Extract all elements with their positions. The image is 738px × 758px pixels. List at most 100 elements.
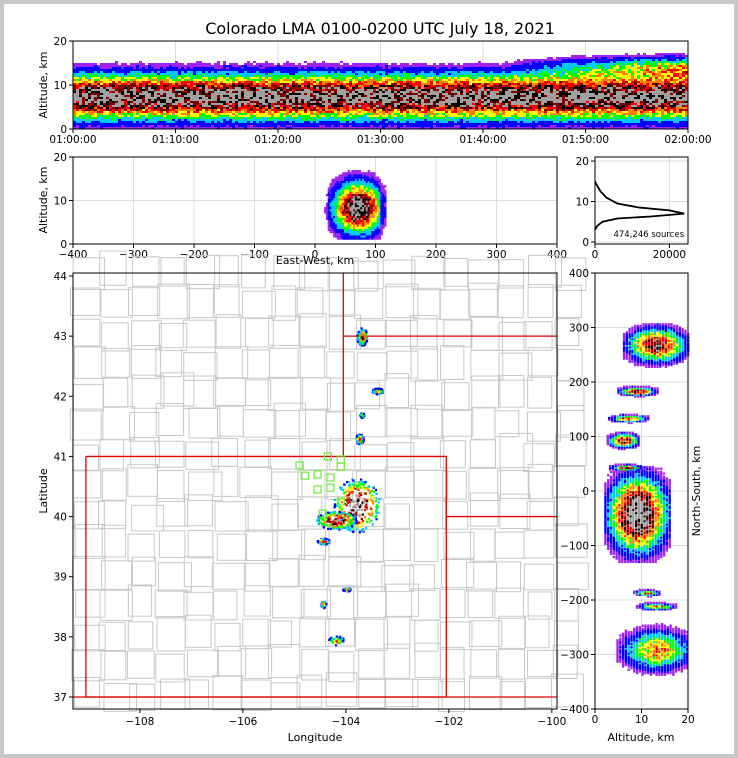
time-density-cell [370,63,373,65]
time-density-cell [88,65,91,67]
time-density-cell [265,79,268,81]
time-density-cell [133,121,136,123]
time-density-cell [451,89,454,91]
time-density-cell [349,89,352,91]
time-density-cell [295,117,298,119]
time-density-cell [499,107,502,109]
time-density-cell [166,93,169,95]
time-density-cell [181,117,184,119]
time-density-cell [124,63,127,65]
time-density-cell [469,65,472,67]
time-density-cell [220,97,223,99]
time-density-cell [76,75,79,77]
time-density-cell [343,89,346,91]
time-density-cell [253,115,256,117]
time-density-cell [352,91,355,93]
time-density-cell [412,83,415,85]
time-density-cell [193,105,196,107]
time-density-cell [439,81,442,83]
time-density-cell [145,123,148,125]
time-density-cell [253,61,256,63]
time-density-cell [73,99,76,101]
time-density-cell [505,103,508,105]
time-density-cell [364,99,367,101]
time-density-cell [346,81,349,83]
time-density-cell [265,95,268,97]
time-density-cell [427,103,430,105]
time-density-cell [73,71,76,73]
time-density-cell [244,127,247,129]
time-density-cell [223,123,226,125]
time-density-cell [103,105,106,107]
time-density-cell [283,75,286,77]
time-density-cell [109,71,112,73]
time-density-cell [433,87,436,89]
time-density-cell [286,121,289,123]
time-density-cell [238,107,241,109]
time-density-cell [370,85,373,87]
time-density-cell [133,127,136,129]
time-density-cell [94,95,97,97]
time-density-cell [370,91,373,93]
time-density-cell [331,63,334,65]
time-density-cell [457,127,460,129]
time-density-cell [322,95,325,97]
time-density-cell [289,93,292,95]
time-density-cell [289,119,292,121]
time-density-cell [439,121,442,123]
time-density-cell [202,93,205,95]
time-density-cell [370,89,373,91]
time-density-cell [316,65,319,67]
time-density-cell [316,121,319,123]
time-density-cell [352,73,355,75]
time-density-cell [295,95,298,97]
time-density-cell [322,75,325,77]
time-density-cell [421,79,424,81]
time-density-cell [460,109,463,111]
time-density-cell [100,123,103,125]
time-density-cell [334,97,337,99]
time-density-cell [304,103,307,105]
time-density-cell [271,69,274,71]
time-density-cell [187,81,190,83]
time-density-cell [496,125,499,127]
time-density-cell [187,113,190,115]
time-density-cell [328,115,331,117]
time-density-cell [427,69,430,71]
time-density-cell [352,109,355,111]
time-density-cell [127,73,130,75]
time-density-cell [73,77,76,79]
time-density-cell [229,67,232,69]
time-density-cell [346,73,349,75]
time-density-cell [100,79,103,81]
time-density-cell [337,83,340,85]
time-density-cell [361,123,364,125]
time-density-cell [469,113,472,115]
time-density-cell [241,71,244,73]
time-density-cell [352,65,355,67]
time-density-cell [472,91,475,93]
time-density-cell [235,119,238,121]
time-density-cell [154,73,157,75]
time-density-cell [208,105,211,107]
time-density-cell [499,81,502,83]
time-density-cell [112,63,115,65]
time-density-cell [166,115,169,117]
time-density-cell [388,87,391,89]
time-density-cell [166,79,169,81]
time-density-cell [310,127,313,129]
time-density-cell [91,87,94,89]
time-density-cell [82,105,85,107]
time-density-cell [430,81,433,83]
time-density-cell [196,127,199,129]
time-density-cell [400,79,403,81]
time-density-cell [193,79,196,81]
time-density-cell [415,65,418,67]
time-density-cell [112,123,115,125]
time-density-cell [496,107,499,109]
time-density-cell [208,103,211,105]
time-density-cell [172,107,175,109]
time-density-cell [391,85,394,87]
time-density-cell [367,117,370,119]
time-density-cell [355,107,358,109]
